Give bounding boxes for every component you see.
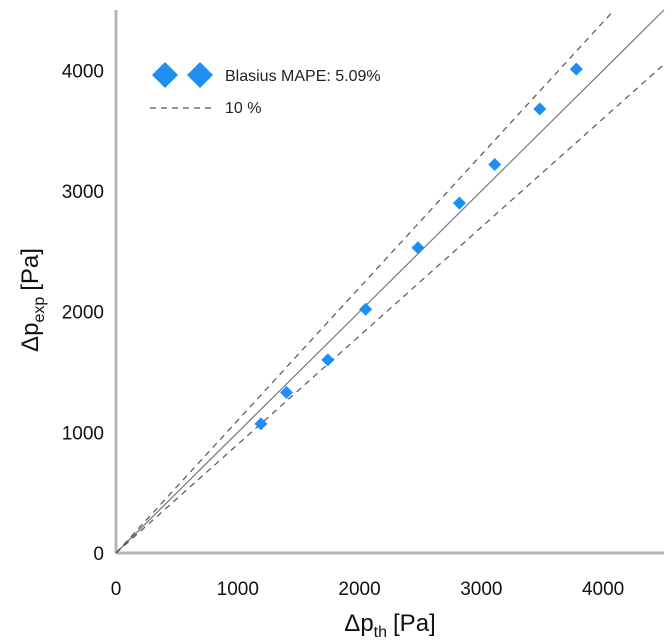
- x-axis-symbol: Δp: [344, 610, 373, 637]
- data-point: [359, 302, 373, 316]
- y-axis-symbol: Δp: [17, 323, 44, 352]
- svg-text:Δpth[Pa]: Δpth [Pa]: [344, 610, 435, 641]
- x-axis-unit: [Pa]: [393, 610, 436, 637]
- svg-text:Δpexp[Pa]: Δpexp [Pa]: [17, 248, 48, 352]
- legend-diamond-marker: [152, 62, 178, 88]
- x-tick-label: 3000: [460, 579, 502, 600]
- axis-ticks: 0 1000 2000 3000 4000 0 1000 2000 3000 4000: [62, 61, 625, 600]
- y-axis-title: Δpexp [Pa]: [17, 248, 48, 352]
- data-point: [254, 417, 268, 431]
- legend-series-label: Blasius MAPE: 5.09%: [225, 68, 381, 85]
- data-point: [321, 353, 335, 367]
- tolerance-line: [115, 63, 665, 554]
- legend-diamond-marker: [187, 62, 213, 88]
- y-tick-label: 4000: [62, 61, 104, 82]
- axes: [114, 10, 664, 555]
- data-point: [452, 196, 466, 210]
- data-point: [279, 386, 293, 400]
- data-point: [488, 157, 502, 171]
- identity-line: [115, 9, 665, 554]
- tolerance-line: [115, 9, 615, 554]
- legend: Blasius MAPE: 5.09% 10 %: [150, 62, 381, 117]
- y-tick-label: 0: [93, 544, 104, 565]
- x-axis-title: Δpth [Pa]: [344, 610, 435, 641]
- legend-reference-label: 10 %: [225, 100, 261, 117]
- data-point: [411, 241, 425, 255]
- x-tick-label: 1000: [217, 579, 259, 600]
- data-point: [533, 102, 547, 116]
- x-axis-subscript: th: [374, 624, 387, 641]
- x-tick-label: 0: [111, 579, 122, 600]
- x-tick-label: 2000: [338, 579, 380, 600]
- data-point: [569, 62, 583, 76]
- y-axis-subscript: exp: [31, 297, 48, 323]
- reference-lines: [115, 9, 665, 554]
- y-tick-label: 1000: [62, 423, 104, 444]
- y-tick-label: 3000: [62, 182, 104, 203]
- y-tick-label: 2000: [62, 303, 104, 324]
- x-tick-label: 4000: [582, 579, 624, 600]
- data-points: [254, 62, 583, 431]
- y-axis-unit: [Pa]: [17, 248, 44, 291]
